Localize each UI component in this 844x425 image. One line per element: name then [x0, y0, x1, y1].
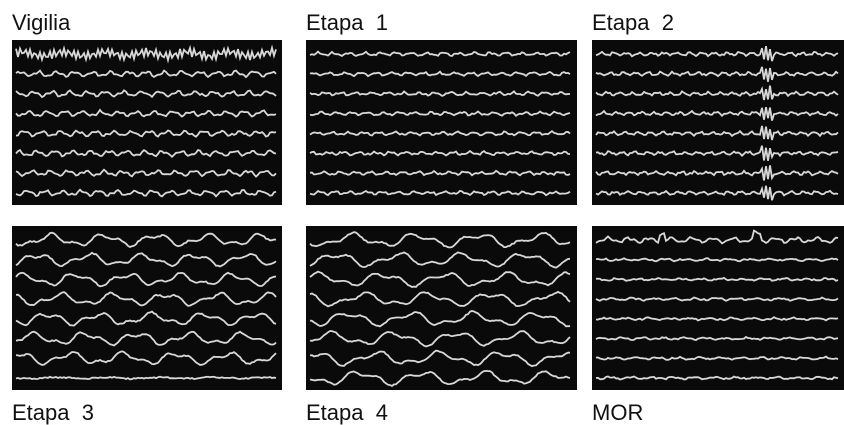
eeg-trace: [15, 188, 277, 198]
panel-label: MOR: [592, 400, 643, 425]
eeg-trace: [15, 168, 277, 178]
eeg-trace: [595, 85, 839, 101]
eeg-trace: [309, 270, 571, 288]
panel-label: Etapa 4: [306, 400, 388, 425]
panel-label: Etapa 1: [306, 10, 388, 35]
eeg-trace: [15, 89, 277, 99]
eeg-trace: [309, 330, 571, 348]
eeg-trace: [309, 70, 571, 78]
panel-background: [12, 40, 282, 205]
eeg-trace: [595, 316, 839, 322]
panel-background: [306, 40, 577, 205]
eeg-trace: [595, 45, 839, 62]
panel-label: Vigilia: [12, 10, 71, 35]
panel-label: Etapa 3: [12, 400, 94, 425]
eeg-trace: [309, 110, 571, 118]
eeg-trace: [309, 231, 571, 249]
eeg-trace: [595, 257, 839, 263]
eeg-panel: [306, 226, 577, 390]
eeg-trace: [595, 165, 839, 181]
panel-background: [306, 226, 577, 390]
eeg-trace: [595, 229, 839, 245]
eeg-trace: [309, 50, 571, 57]
eeg-panel: [592, 226, 844, 390]
eeg-panel: [306, 40, 577, 205]
eeg-trace: [595, 296, 839, 302]
eeg-trace: [15, 148, 277, 159]
eeg-trace: [15, 310, 277, 327]
panel-label: Etapa 2: [592, 10, 674, 35]
eeg-trace: [309, 349, 570, 368]
eeg-panel: [12, 226, 282, 390]
eeg-trace: [595, 125, 839, 141]
panel-background: [592, 226, 844, 390]
eeg-trace: [15, 330, 277, 347]
eeg-trace: [309, 290, 571, 308]
eeg-trace: [15, 350, 277, 366]
eeg-trace: [595, 66, 839, 82]
panel-background: [12, 226, 282, 390]
eeg-trace: [309, 189, 571, 197]
eeg-trace: [595, 355, 839, 361]
eeg-trace: [15, 291, 277, 307]
eeg-trace: [309, 130, 571, 137]
eeg-trace: [15, 231, 277, 248]
eeg-trace: [15, 108, 277, 118]
eeg-trace: [595, 276, 839, 282]
panel-background: [592, 40, 844, 205]
eeg-trace: [15, 375, 277, 381]
eeg-trace: [595, 375, 839, 381]
eeg-trace: [309, 169, 571, 177]
eeg-trace: [309, 310, 570, 328]
eeg-trace: [595, 107, 839, 121]
eeg-trace: [309, 251, 571, 269]
eeg-panel: [592, 40, 844, 205]
eeg-panel: [12, 40, 282, 205]
eeg-trace: [309, 90, 571, 97]
eeg-trace: [595, 335, 839, 342]
eeg-trace: [15, 44, 277, 64]
eeg-trace: [15, 69, 277, 79]
eeg-trace: [15, 129, 277, 138]
eeg-trace: [309, 149, 571, 157]
eeg-trace: [595, 145, 839, 161]
eeg-trace: [595, 185, 839, 201]
eeg-trace: [15, 271, 277, 288]
eeg-trace: [15, 251, 277, 268]
eeg-trace: [309, 369, 571, 388]
